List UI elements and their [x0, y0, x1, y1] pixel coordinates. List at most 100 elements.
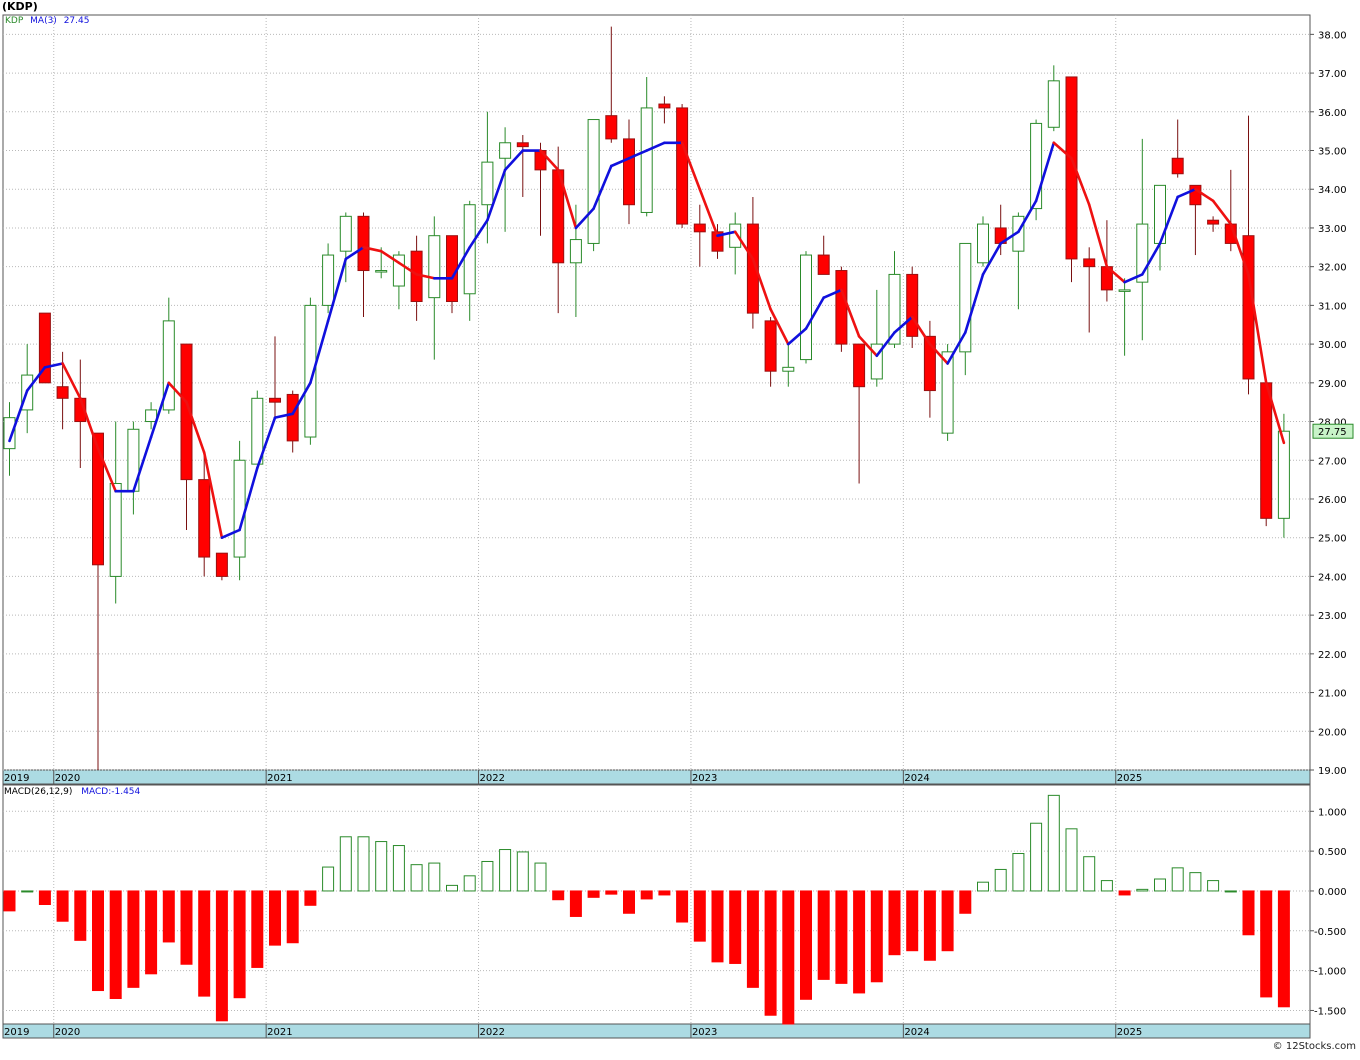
- candle-body: [605, 115, 618, 140]
- macd-date-band: [2, 1023, 1311, 1039]
- macd-bar: [941, 890, 954, 952]
- macd-bar: [410, 864, 423, 892]
- macd-bar: [38, 890, 51, 905]
- macd-bar: [1083, 856, 1096, 892]
- macd-bar: [392, 845, 405, 892]
- candle-body: [1118, 289, 1131, 292]
- candle-body: [215, 552, 228, 577]
- candle-body: [569, 239, 582, 264]
- year-label: 2020: [55, 1027, 80, 1038]
- macd-tick-label: -1.500: [1314, 1006, 1346, 1017]
- price-tick-label: 20.00: [1318, 727, 1347, 738]
- macd-bar: [1242, 890, 1255, 936]
- candle-body: [1207, 219, 1220, 225]
- candle-body: [304, 304, 317, 438]
- macd-bar: [959, 890, 972, 914]
- macd-bar: [640, 890, 653, 900]
- macd-bar: [1207, 880, 1220, 892]
- macd-bar: [286, 890, 299, 944]
- macd-bar: [74, 890, 87, 941]
- macd-bar: [870, 890, 883, 983]
- macd-bar: [764, 890, 777, 1016]
- ma-segment: [680, 141, 702, 191]
- candle-body: [180, 343, 193, 481]
- macd-bar: [1012, 853, 1025, 892]
- candle-body: [38, 312, 51, 384]
- price-tick-label: 22.00: [1318, 650, 1347, 661]
- last-price-box: [1312, 423, 1354, 439]
- ma-segment: [645, 141, 666, 152]
- grid-lines: [3, 15, 1310, 1024]
- ma-segment: [1176, 187, 1197, 199]
- ma-segment: [822, 288, 843, 299]
- macd-bar: [977, 881, 989, 892]
- ma-segment: [96, 447, 117, 493]
- macd-bar: [994, 868, 1007, 892]
- ma-segment: [1087, 203, 1109, 268]
- candle-body: [764, 320, 777, 372]
- candle-body: [658, 103, 671, 109]
- macd-legend-value: MACD:-1.454: [81, 787, 141, 797]
- macd-bar: [746, 890, 759, 988]
- candle-body: [746, 223, 759, 314]
- ma-segment: [238, 466, 259, 532]
- macd-legend-label: MACD(26,12,9): [4, 787, 73, 797]
- ma-segment: [1211, 199, 1233, 226]
- candle-body: [92, 432, 104, 566]
- candle-body: [446, 235, 458, 303]
- candle-body: [1065, 76, 1078, 260]
- macd-bar: [1171, 867, 1184, 892]
- candle-body: [888, 273, 901, 345]
- ma-segment: [8, 389, 29, 443]
- candle-body: [269, 397, 281, 403]
- candle-body: [835, 270, 848, 345]
- price-tick-label: 33.00: [1318, 224, 1347, 235]
- candle-body: [1030, 122, 1043, 210]
- year-label: 2022: [480, 773, 505, 784]
- macd-tick-label: 1.000: [1318, 807, 1347, 818]
- candle-body: [3, 417, 16, 450]
- candle-body: [286, 393, 299, 442]
- ma-segment: [167, 381, 188, 404]
- candle-body: [198, 479, 211, 558]
- ma-segment: [946, 331, 967, 365]
- candle-body: [1260, 382, 1273, 519]
- year-label: 2023: [692, 1027, 717, 1038]
- macd-tick-label: 0.500: [1318, 847, 1347, 858]
- macd-tick-label: -0.500: [1314, 927, 1346, 938]
- price-tick-label: 32.00: [1318, 263, 1347, 274]
- ma-segment: [149, 381, 171, 439]
- candle-body: [676, 107, 689, 225]
- candle-body: [817, 254, 830, 275]
- candle-body: [322, 254, 335, 306]
- price-tick-label: 38.00: [1318, 30, 1347, 41]
- macd-bar: [1260, 890, 1273, 998]
- macd-bar: [906, 890, 919, 952]
- ma-segment: [450, 246, 472, 280]
- ma-segment: [981, 242, 1003, 276]
- macd-bar: [463, 875, 476, 892]
- macd-bar: [1047, 794, 1060, 892]
- candle-body: [923, 335, 936, 392]
- macd-bar: [251, 890, 264, 968]
- macd-bar: [233, 890, 246, 999]
- ma-segment: [291, 381, 312, 416]
- macd-bar: [835, 890, 848, 984]
- year-label: 2019: [4, 773, 29, 784]
- ma-segment: [875, 331, 896, 358]
- candle-body: [56, 386, 69, 399]
- candle-body: [870, 343, 883, 380]
- candle-body: [1047, 80, 1060, 128]
- macd-bar: [339, 836, 352, 892]
- candle-body: [499, 142, 512, 159]
- year-label: 2023: [692, 773, 717, 784]
- macd-bar: [729, 890, 742, 964]
- ma-segment: [415, 273, 436, 280]
- ma-segment: [1105, 265, 1126, 284]
- macd-bar: [92, 890, 104, 992]
- macd-bar: [658, 890, 671, 896]
- price-tick-label: 26.00: [1318, 495, 1347, 506]
- macd-tick-label: 0.000: [1318, 887, 1347, 898]
- macd-bar: [1189, 872, 1202, 892]
